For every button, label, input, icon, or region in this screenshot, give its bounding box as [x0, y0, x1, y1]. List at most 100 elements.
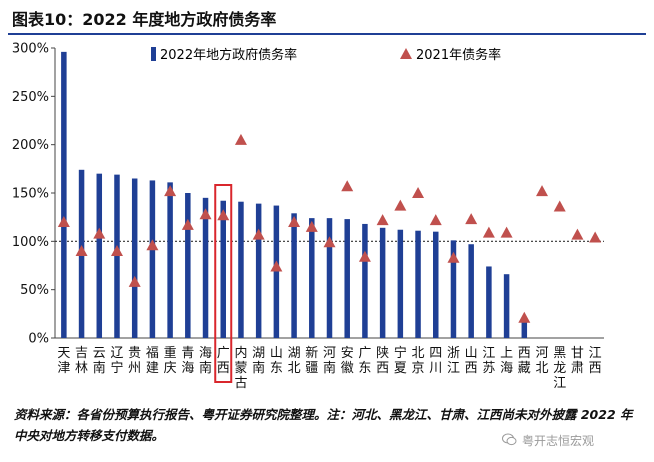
marker-内蒙古 [234, 133, 247, 145]
x-tick-label-江苏: 江苏 [482, 346, 495, 376]
x-tick-label-青海: 青海 [181, 346, 194, 376]
watermark: 粤开志恒宏观 [522, 434, 595, 448]
marker-北京 [412, 187, 425, 198]
x-tick-label-吉林: 吉林 [75, 346, 88, 376]
x-tick-label-湖北: 湖北 [288, 346, 301, 376]
bar-湖北 [291, 213, 297, 338]
x-tick-label-山西: 山西 [465, 346, 478, 376]
marker-山西 [465, 213, 478, 225]
x-tick-label-海南: 海南 [199, 346, 212, 376]
bar-广西 [220, 200, 226, 338]
marker-上海 [500, 226, 513, 238]
x-tick-label-北京: 北京 [412, 346, 425, 376]
bar-四川 [433, 231, 439, 338]
legend-bar-swatch [151, 47, 156, 61]
marker-海南 [199, 208, 212, 220]
marker-湖南 [252, 228, 265, 240]
x-tick-label-安徽: 安徽 [341, 346, 354, 376]
x-tick-label-山东: 山东 [270, 346, 283, 376]
x-tick-label-甘肃: 甘肃 [571, 346, 584, 376]
marker-广西 [217, 209, 230, 221]
marker-陕西 [376, 214, 389, 226]
bar-青海 [185, 193, 191, 338]
x-tick-label-福建: 福建 [146, 346, 159, 376]
title-divider [8, 33, 646, 35]
bar-湖南 [255, 203, 262, 338]
bar-安徽 [344, 219, 350, 338]
marker-青海 [181, 218, 194, 230]
bar-宁夏 [397, 229, 404, 338]
y-tick-label: 200% [12, 138, 49, 153]
marker-天津 [57, 216, 70, 227]
y-tick-labels: 0% 50% 100% 150% 200% 250% 300% [12, 42, 55, 347]
marker-江西 [589, 231, 602, 243]
bar-云南 [96, 173, 103, 338]
x-tick-label-云南: 云南 [93, 346, 106, 376]
marker-吉林 [75, 245, 88, 256]
bar-山西 [468, 244, 474, 338]
y-tick-label: 300% [12, 42, 49, 57]
highlight-box-guangxi [214, 184, 233, 383]
marker-四川 [429, 214, 442, 226]
y-tick-label: 100% [12, 235, 49, 250]
x-tick-label-辽宁: 辽宁 [110, 346, 123, 376]
marker-云南 [93, 227, 106, 239]
wechat-icon [502, 433, 517, 446]
x-tick-label-新疆: 新疆 [305, 345, 318, 376]
y-tick-label: 150% [12, 187, 49, 202]
legend: 2022年地方政府债务率 2021年债务率 [151, 47, 501, 63]
chart-title: 图表10：2022 年度地方政府债务率 [12, 10, 277, 29]
marker-重庆 [164, 185, 177, 197]
marker-福建 [146, 239, 159, 251]
x-tick-label-黑龙江: 黑龙江 [553, 346, 566, 391]
y-tick-label: 250% [12, 90, 49, 105]
bar-西藏 [521, 318, 528, 338]
marker-河南 [323, 236, 336, 248]
bar-海南 [202, 197, 209, 338]
bar-山东 [273, 205, 280, 338]
marker-河北 [536, 185, 549, 197]
bar-新疆 [309, 218, 315, 338]
legend-marker-swatch [400, 48, 412, 59]
x-tick-label-贵州: 贵州 [128, 346, 141, 376]
legend-label-2022: 2022年地方政府债务率 [160, 47, 297, 63]
marker-黑龙江 [553, 200, 566, 212]
marker-贵州 [128, 275, 141, 287]
marker-宁夏 [394, 199, 407, 211]
x-tick-label-陕西: 陕西 [376, 346, 389, 376]
marker-山东 [270, 260, 283, 272]
marker-湖北 [288, 216, 301, 227]
x-tick-label-天津: 天津 [57, 346, 70, 376]
bar-江苏 [486, 266, 492, 338]
legend-label-2021: 2021年债务率 [416, 47, 501, 63]
x-tick-label-四川: 四川 [429, 346, 442, 376]
x-tick-label-重庆: 重庆 [164, 345, 177, 376]
bar-贵州 [131, 178, 138, 338]
marker-江苏 [482, 226, 495, 238]
y-tick-label: 50% [20, 283, 49, 298]
x-tick-labels: 天津吉林云南辽宁贵州福建重庆青海海南广西内蒙古湖南山东湖北新疆河南安徽广东陕西宁… [57, 345, 601, 391]
y-axis: 0% 50% 100% 150% 200% 250% 300% [12, 42, 56, 347]
marker-浙江 [447, 251, 460, 263]
bar-广东 [362, 223, 368, 338]
marker-西藏 [518, 311, 531, 323]
x-tick-label-湖南: 湖南 [252, 346, 265, 376]
bar-陕西 [379, 227, 386, 338]
bars-2022 [61, 51, 528, 338]
x-tick-label-河北: 河北 [536, 346, 549, 376]
bar-内蒙古 [238, 201, 244, 338]
marker-安徽 [341, 180, 354, 192]
bar-河南 [326, 218, 333, 338]
x-tick-label-上海: 上海 [500, 346, 513, 376]
marker-广东 [358, 250, 371, 262]
bar-福建 [149, 180, 156, 338]
bar-辽宁 [114, 174, 120, 338]
bar-重庆 [167, 182, 173, 338]
markers-2021 [57, 133, 602, 323]
x-tick-label-江西: 江西 [589, 346, 602, 376]
marker-甘肃 [571, 228, 584, 240]
bar-上海 [503, 274, 510, 338]
bar-北京 [415, 230, 421, 338]
bar-浙江 [450, 240, 457, 338]
x-tick-label-内蒙古: 内蒙古 [234, 345, 247, 391]
